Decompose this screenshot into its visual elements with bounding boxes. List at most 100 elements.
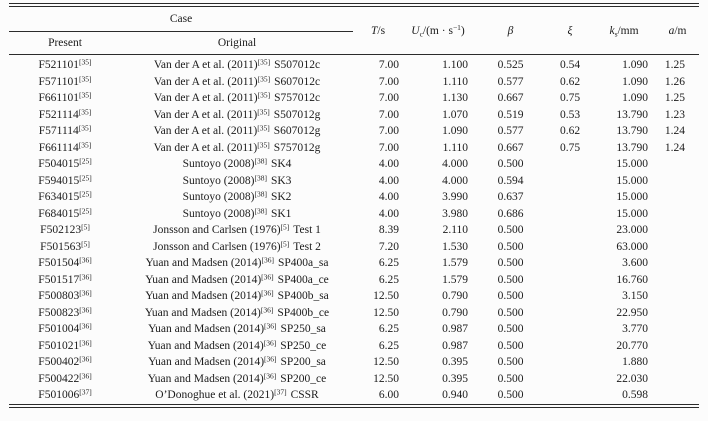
table-row: F502123[5] Jonsson and Carlsen (1976)[5] T… — [9, 222, 699, 239]
cell-period: 12.50 — [373, 372, 400, 385]
present-citation-ref: [25] — [79, 206, 92, 216]
cell-original: Yuan and Madsen (2014)[36] SP400b_sa — [121, 288, 353, 305]
cell-period: 4.00 — [378, 174, 400, 187]
cell-original: Yuan and Madsen (2014)[36] SP400a_sa — [121, 255, 353, 272]
present-case-id: F501517 — [38, 273, 80, 286]
cell-xi — [548, 371, 592, 388]
header-present: Present — [9, 31, 121, 56]
cell-roughness: 13.790 — [616, 141, 649, 154]
present-case-id: F634015 — [38, 191, 80, 204]
header-xi: ξ — [548, 7, 593, 56]
cell-roughness: 16.760 — [616, 273, 649, 286]
cell-velocity: 0.395 — [442, 372, 469, 385]
original-citation-ref: [35] — [257, 74, 271, 84]
original-case-id: SK2 — [270, 191, 292, 204]
cell-beta: 0.594 — [497, 174, 524, 187]
symbol-beta: β — [507, 25, 514, 38]
original-case-id: S507012c — [274, 59, 321, 72]
cell-velocity: 1.070 — [442, 108, 469, 121]
cell-xi — [548, 239, 592, 256]
original-citation-ref: [36] — [260, 305, 274, 315]
original-source: Van der A et al. (2011) — [153, 59, 258, 72]
present-citation-ref: [25] — [79, 173, 92, 183]
cell-original: Van der A et al. (2011)[35] S607012c — [121, 74, 353, 91]
cell-beta: 0.500 — [497, 306, 524, 319]
cell-roughness: 3.150 — [622, 290, 649, 303]
rule-line — [9, 6, 699, 8]
table-row: F571114[35] Van der A et al. (2011)[35] S6… — [9, 123, 699, 140]
cell-velocity: 3.990 — [442, 191, 469, 204]
present-citation-ref: [35] — [78, 107, 92, 117]
symbol-ks: k — [609, 25, 615, 38]
cell-roughness: 15.000 — [616, 191, 649, 204]
original-citation-ref: [5] — [280, 222, 290, 232]
present-case-id: F684015 — [38, 207, 80, 220]
cell-xi — [548, 321, 592, 338]
cell-present: F501504[36] — [9, 255, 121, 272]
cell-roughness: 22.030 — [616, 372, 649, 385]
cell-beta: 0.500 — [497, 372, 524, 385]
table-row: F661114[35] Van der A et al. (2011)[35] S7… — [9, 140, 699, 157]
cell-roughness: 15.000 — [616, 174, 649, 187]
cell-xi — [548, 288, 592, 305]
cell-beta: 0.519 — [497, 108, 524, 121]
cell-xi — [548, 156, 592, 173]
original-citation-ref: [38] — [254, 189, 267, 199]
cell-original: Van der A et al. (2011)[35] S507012c — [121, 55, 353, 74]
present-case-id: F500402 — [38, 356, 80, 369]
present-citation-ref: [35] — [78, 140, 92, 150]
present-citation-ref: [5] — [81, 239, 90, 249]
original-source: Suntoyo (2008) — [182, 174, 255, 187]
cell-amplitude — [656, 387, 699, 404]
cell-original: Van der A et al. (2011)[35] S757012g — [121, 140, 353, 157]
cell-roughness: 20.770 — [616, 339, 649, 352]
present-citation-ref: [36] — [79, 288, 92, 298]
cell-roughness: 15.000 — [616, 158, 649, 171]
original-case-id: SP200_ce — [280, 372, 327, 385]
cell-amplitude — [656, 288, 699, 305]
present-case-id: F502123 — [40, 224, 82, 237]
cell-xi: 0.54 — [559, 59, 581, 72]
cell-original: Jonsson and Carlsen (1976)[5] Test 2 — [121, 239, 353, 256]
cell-period: 6.25 — [378, 257, 400, 270]
cell-xi — [548, 206, 592, 223]
present-case-id: F504015 — [38, 158, 80, 171]
cell-roughness: 1.090 — [622, 59, 649, 72]
cell-roughness: 23.000 — [616, 224, 649, 237]
original-case-id: SP400b_sa — [277, 290, 329, 303]
original-source: Yuan and Madsen (2014) — [145, 273, 262, 286]
present-case-id: F571101 — [38, 75, 79, 88]
cell-velocity: 0.940 — [442, 389, 469, 402]
present-case-id: F501006 — [38, 389, 80, 402]
cell-present: F500823[36] — [9, 305, 121, 322]
cell-roughness: 15.000 — [616, 207, 649, 220]
original-source: Yuan and Madsen (2014) — [147, 339, 264, 352]
original-source: Van der A et al. (2011) — [153, 75, 258, 88]
present-citation-ref: [35] — [78, 57, 92, 67]
cell-xi — [548, 222, 592, 239]
cell-present: F661114[35] — [9, 140, 121, 157]
table-body: F521101[35] Van der A et al. (2011)[35] S5… — [9, 55, 699, 404]
original-source: Yuan and Madsen (2014) — [145, 290, 262, 303]
table-row: F661101[35] Van der A et al. (2011)[35] S7… — [9, 90, 699, 107]
original-citation-ref: [35] — [257, 140, 270, 150]
original-source: Yuan and Madsen (2014) — [148, 356, 265, 369]
table-row: F500803[36] Yuan and Madsen (2014)[36] SP4… — [9, 288, 699, 305]
cell-velocity: 1.130 — [442, 92, 469, 105]
original-source: Jonsson and Carlsen (1976) — [153, 240, 281, 253]
cell-amplitude — [656, 321, 699, 338]
cell-xi: 0.75 — [559, 141, 581, 154]
original-case-id: SK4 — [270, 158, 292, 171]
cell-period: 8.39 — [378, 224, 400, 237]
cell-velocity: 1.530 — [442, 240, 469, 253]
original-case-id: CSSR — [290, 389, 319, 402]
cell-original: Suntoyo (2008)[38] SK4 — [121, 156, 353, 173]
symbol-a: a — [668, 25, 675, 38]
original-source: Yuan and Madsen (2014) — [145, 257, 262, 270]
present-citation-ref: [5] — [81, 222, 90, 232]
original-citation-ref: [36] — [261, 255, 274, 265]
cell-roughness: 22.950 — [616, 306, 649, 319]
cell-amplitude: 1.24 — [664, 125, 686, 138]
present-case-id: F501563 — [40, 240, 82, 253]
present-citation-ref: [25] — [79, 156, 92, 166]
